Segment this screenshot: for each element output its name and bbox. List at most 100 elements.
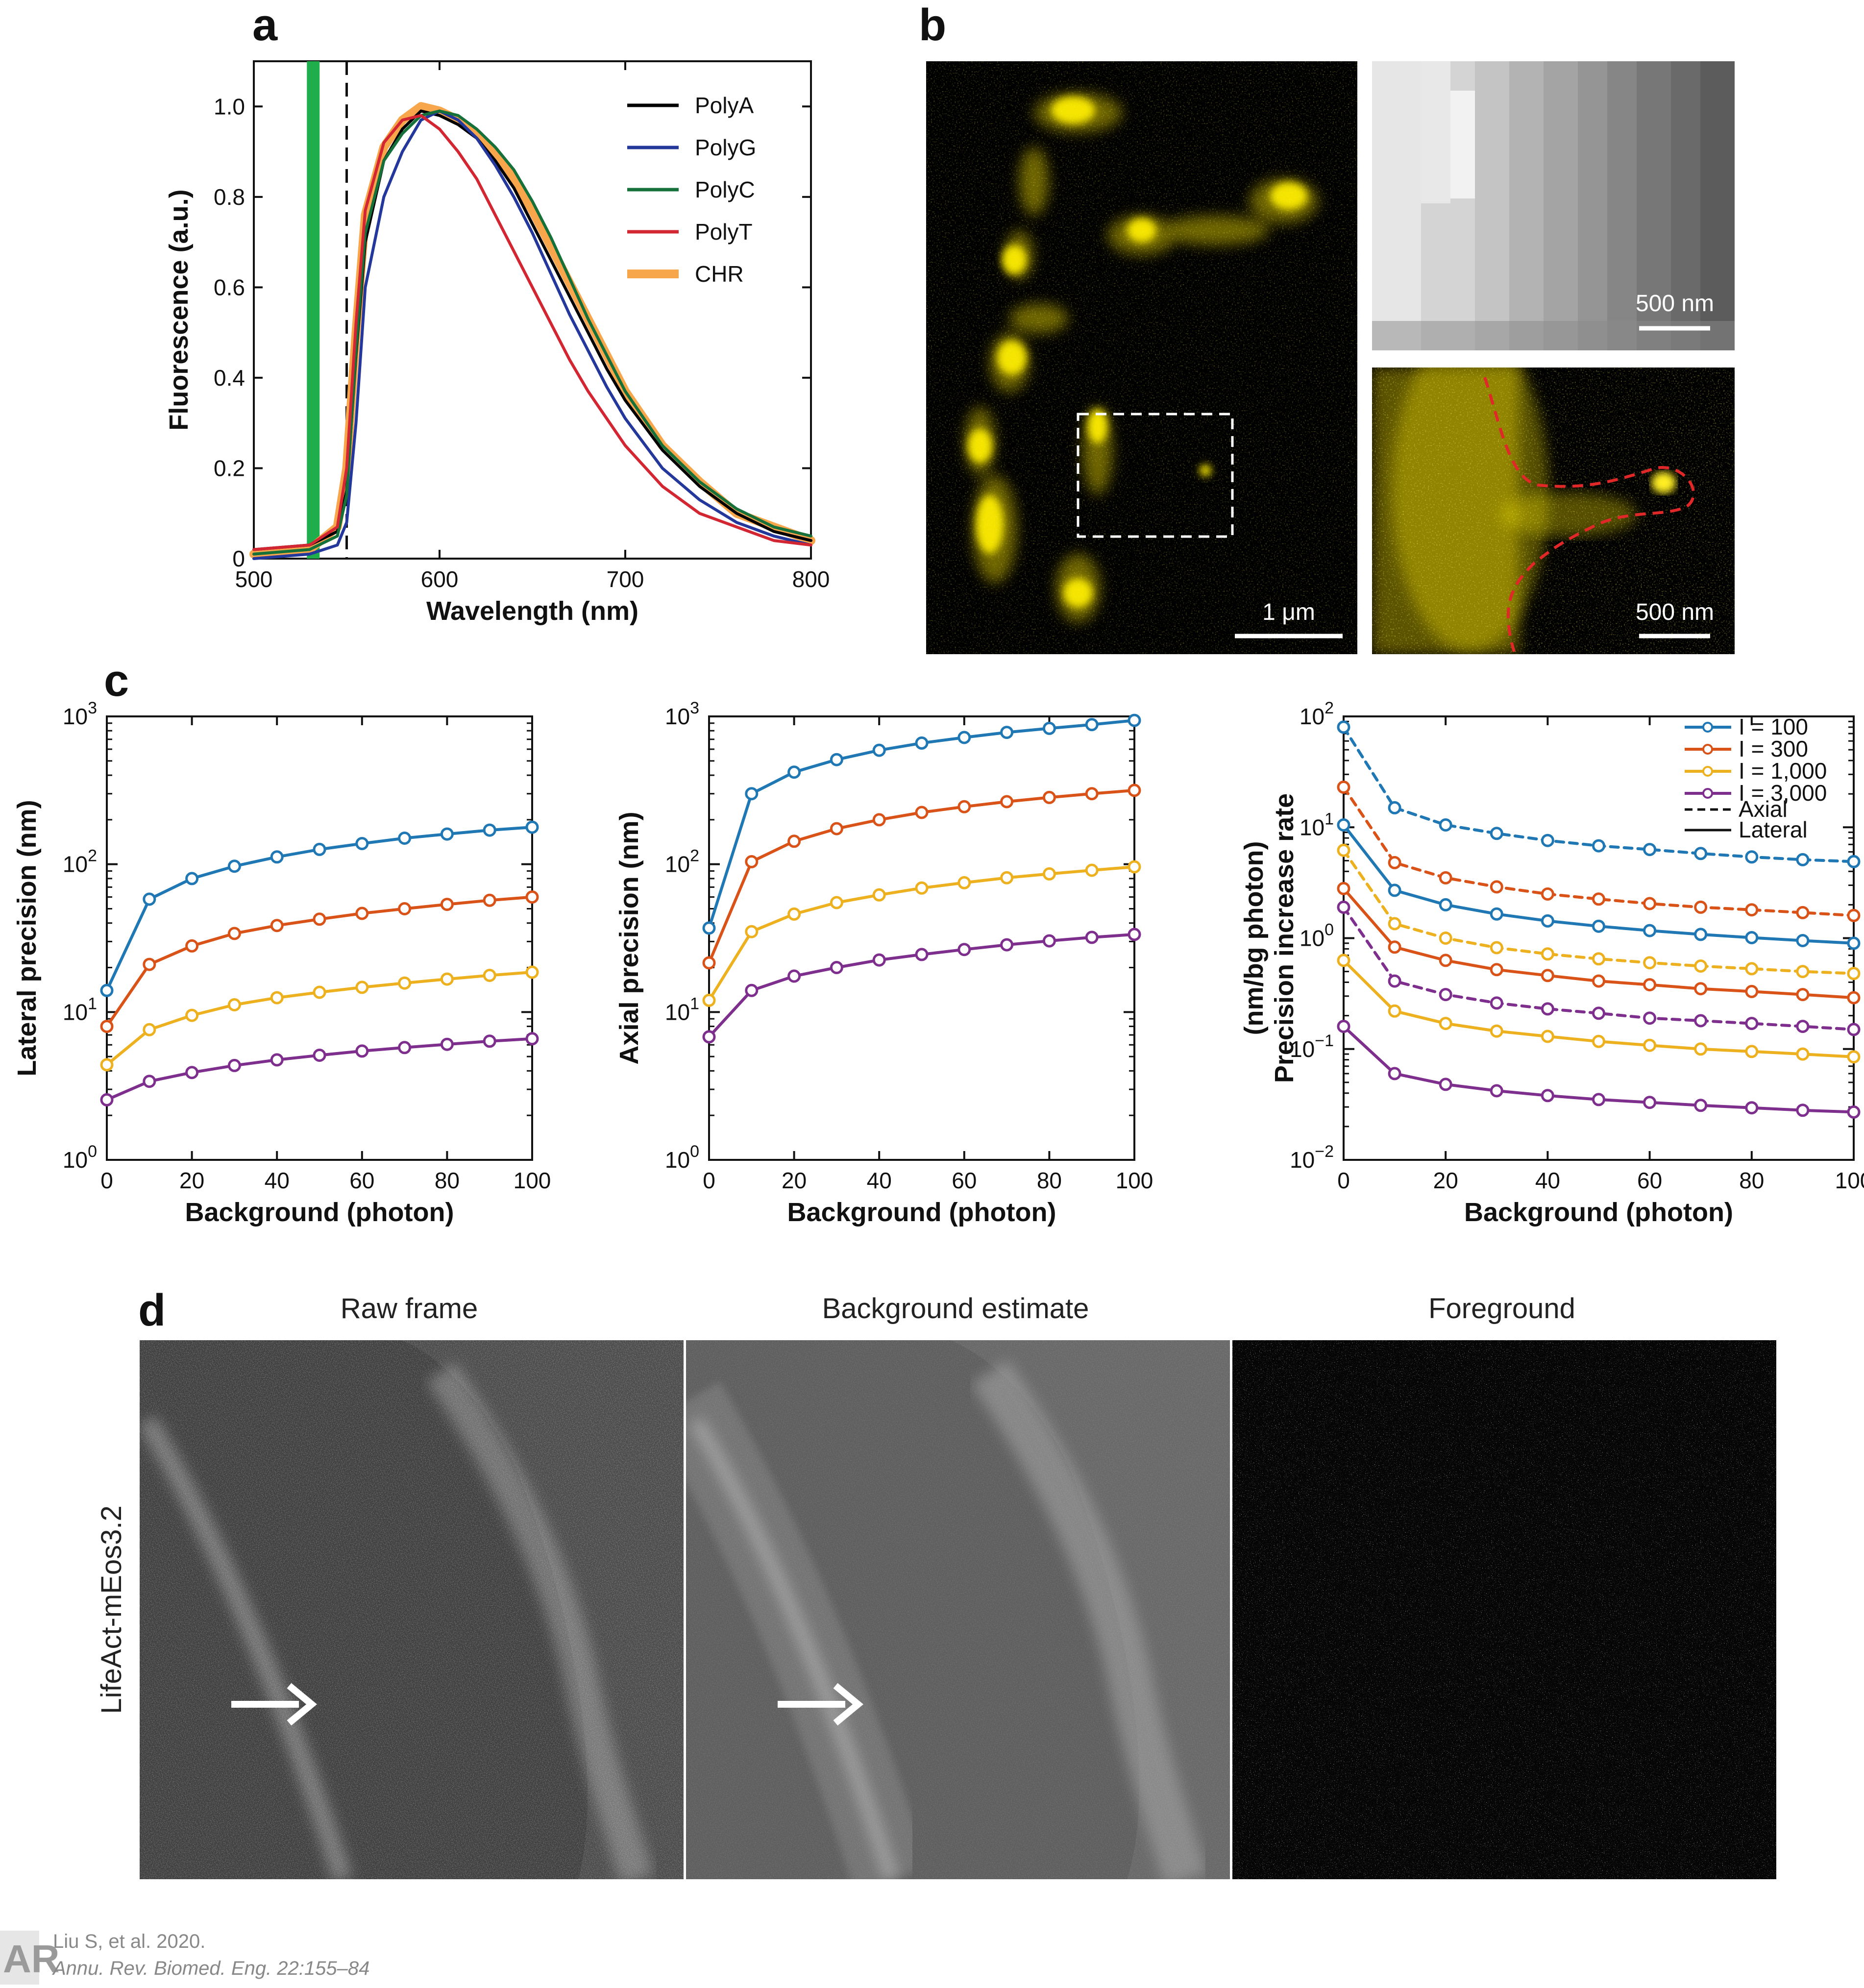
- data-point: [1643, 1011, 1657, 1025]
- data-point: [1694, 847, 1708, 860]
- data-point: [1745, 931, 1759, 944]
- data-point: [745, 983, 759, 997]
- data-point: [525, 820, 539, 834]
- data-point: [1490, 907, 1503, 921]
- panel-b-bottom-image: 500 nm: [1372, 368, 1735, 654]
- data-point: [1042, 721, 1056, 735]
- data-point: [1541, 947, 1554, 961]
- legend-label: PolyT: [695, 219, 753, 245]
- data-point: [1643, 978, 1657, 992]
- scale-bar-label: 500 nm: [1636, 291, 1714, 317]
- zoom-region-box: [1077, 413, 1234, 538]
- y-tick-label: 102: [665, 847, 699, 877]
- data-point: [1745, 984, 1759, 998]
- data-point: [185, 872, 199, 885]
- data-point: [1337, 882, 1350, 895]
- data-point: [1745, 903, 1759, 917]
- y-tick-label: 10−2: [1290, 1142, 1334, 1173]
- raw-frame-label: Raw frame: [341, 1293, 478, 1325]
- legend-label: I = 100: [1739, 714, 1808, 739]
- data-point: [957, 800, 971, 813]
- data-point: [1592, 1034, 1605, 1048]
- data-point: [143, 957, 156, 971]
- data-point: [1541, 834, 1554, 847]
- plot-frame: [106, 715, 533, 1161]
- data-point: [872, 743, 886, 757]
- data-point: [143, 1075, 156, 1088]
- data-point: [957, 876, 971, 889]
- y-tick-label: 10−1: [1290, 1031, 1334, 1062]
- data-point: [227, 859, 241, 873]
- data-point: [1128, 860, 1141, 874]
- data-point: [100, 983, 114, 997]
- data-point: [483, 893, 496, 907]
- data-point: [915, 881, 929, 895]
- x-tick-label: 100: [1835, 1168, 1864, 1193]
- data-point: [1128, 784, 1141, 797]
- y-tick-label: 1.0: [214, 94, 245, 119]
- svg-text:AR: AR: [3, 1937, 60, 1981]
- data-point: [1694, 982, 1708, 996]
- data-point: [957, 943, 971, 957]
- data-point: [1439, 988, 1452, 1002]
- panel-b-main-image: 1 μm: [926, 61, 1357, 654]
- data-point: [525, 890, 539, 904]
- x-axis-label: Background (photon): [185, 1198, 454, 1227]
- data-point: [1847, 1023, 1861, 1036]
- data-point: [1643, 897, 1657, 910]
- x-tick-label: 20: [782, 1168, 807, 1193]
- legend-label: Axial: [1739, 796, 1788, 822]
- publisher-logo: AR: [0, 1931, 60, 1985]
- data-point: [1694, 928, 1708, 941]
- filopodium-outline: [1483, 377, 1695, 652]
- panel-b-top-image: 500 nm: [1372, 61, 1735, 350]
- x-tick-label: 800: [792, 566, 830, 592]
- lateral-precision-chart: 0 20 40 60 80 100 100 101 102 103 Background (phot…: [12, 699, 551, 1227]
- y-tick-label: 100: [1300, 921, 1334, 951]
- data-point: [1490, 827, 1503, 840]
- arrow-icon: [778, 1683, 863, 1726]
- data-point: [915, 948, 929, 961]
- data-point: [1643, 843, 1657, 857]
- x-tick-label: 0: [100, 1168, 113, 1193]
- data-point: [100, 1093, 114, 1106]
- x-tick-label: 20: [1433, 1168, 1458, 1193]
- axial-precision-chart: 0 20 40 60 80 100 100 101 102 103 Background (phot…: [614, 699, 1153, 1227]
- excitation-line: [307, 61, 320, 559]
- legend-marker: [1702, 766, 1713, 777]
- series-line-polyt: [252, 114, 812, 551]
- data-point: [1745, 850, 1759, 864]
- x-tick-label: 60: [1637, 1168, 1662, 1193]
- data-point: [440, 827, 454, 841]
- plot-frame: [253, 60, 812, 560]
- x-tick-label: 500: [235, 566, 273, 592]
- arrow-icon: [231, 1683, 317, 1726]
- data-point: [1745, 1101, 1759, 1115]
- data-point: [1745, 1045, 1759, 1058]
- data-point: [1439, 1017, 1452, 1031]
- data-point: [1694, 1099, 1708, 1112]
- data-point: [1388, 974, 1401, 988]
- data-point: [355, 837, 369, 850]
- data-point: [1847, 908, 1861, 922]
- data-point: [1745, 962, 1759, 976]
- data-point: [702, 1030, 716, 1044]
- data-point: [787, 765, 801, 779]
- data-point: [787, 907, 801, 921]
- y-axis-label: Lateral precision (nm): [12, 800, 42, 1076]
- legend-label: I = 300: [1739, 736, 1808, 761]
- data-point: [702, 993, 716, 1007]
- data-point: [525, 1032, 539, 1046]
- data-point: [355, 907, 369, 920]
- sample-side-label: LifeAct-mEos3.2: [96, 1505, 127, 1714]
- data-point: [1541, 1089, 1554, 1103]
- data-point: [1085, 718, 1099, 732]
- legend-label: I = 3,000: [1739, 780, 1827, 806]
- data-point: [1128, 713, 1141, 727]
- data-point: [1847, 855, 1861, 868]
- data-point: [1796, 1020, 1810, 1033]
- y-tick-label: 0: [232, 546, 245, 571]
- legend-label: Lateral: [1739, 817, 1808, 842]
- x-tick-label: 40: [1535, 1168, 1560, 1193]
- y-tick-label: 102: [63, 847, 97, 877]
